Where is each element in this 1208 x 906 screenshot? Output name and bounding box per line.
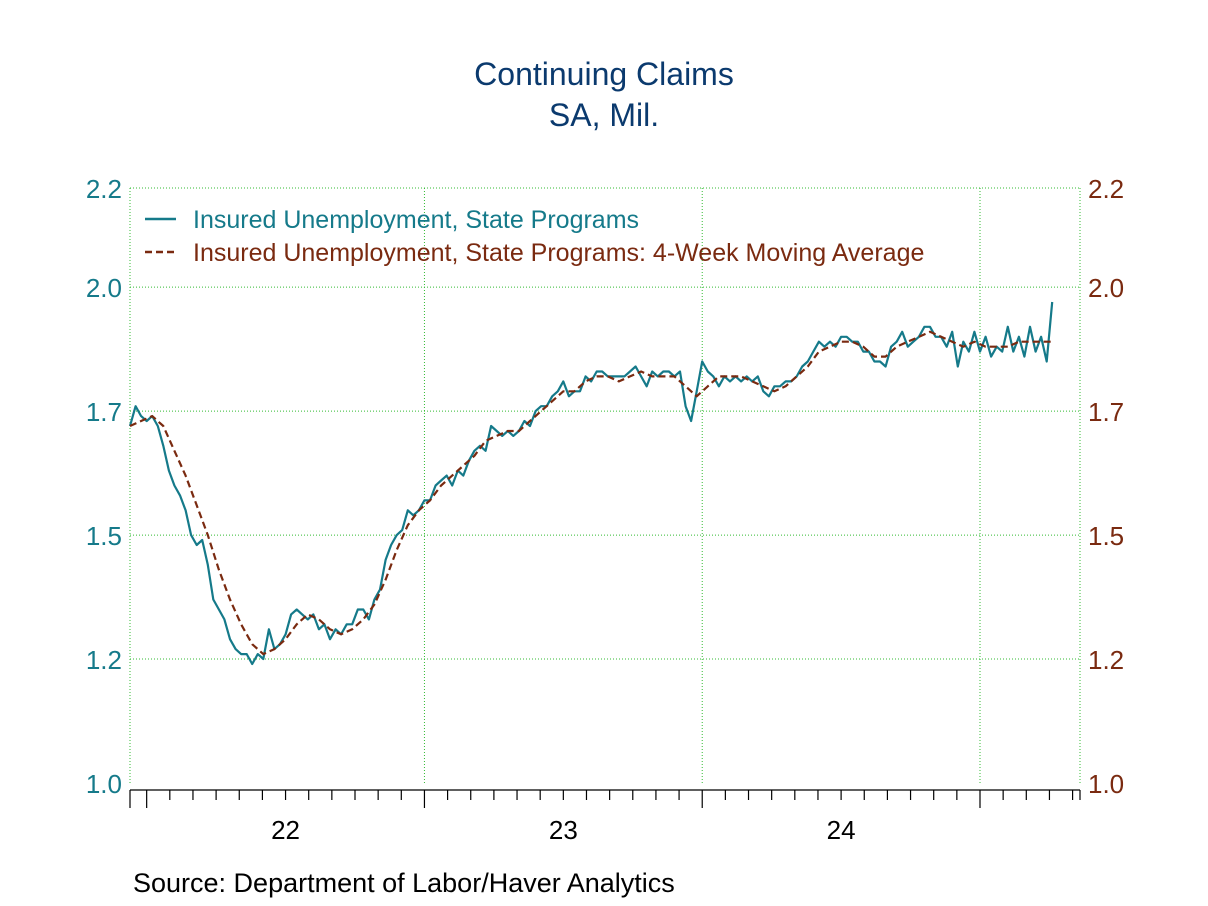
legend-label: Insured Unemployment, State Programs: 4-… xyxy=(193,239,924,267)
legend-label: Insured Unemployment, State Programs xyxy=(193,206,639,234)
y-tick-label-right: 1.7 xyxy=(1088,397,1124,427)
x-tick-label: 23 xyxy=(549,815,578,845)
series-line-moving-average xyxy=(129,330,1053,656)
y-tick-label-right: 1.2 xyxy=(1088,645,1124,675)
y-tick-label-left: 1.2 xyxy=(86,645,122,675)
chart-title: Continuing Claims xyxy=(474,56,734,92)
y-tick-label-left: 1.7 xyxy=(86,397,122,427)
y-tick-label-left: 2.2 xyxy=(86,174,122,204)
y-tick-label-right: 2.0 xyxy=(1088,273,1124,303)
y-tick-label-left: 1.5 xyxy=(86,521,122,551)
series-layer xyxy=(128,301,1054,666)
legend: Insured Unemployment, State Programs Insu… xyxy=(145,206,924,267)
y-tick-label-left: 2.0 xyxy=(86,273,122,303)
grid-lines xyxy=(129,187,1081,783)
x-tick-label: 24 xyxy=(827,815,856,845)
chart-subtitle: SA, Mil. xyxy=(548,97,660,133)
y-tick-label-right: 1.0 xyxy=(1088,769,1124,799)
series-line-insured-unemployment xyxy=(128,301,1054,666)
y-tick-label-right: 1.5 xyxy=(1088,521,1124,551)
x-tick-label: 22 xyxy=(271,815,300,845)
source-note: Source: Department of Labor/Haver Analyt… xyxy=(133,868,675,898)
y-tick-label-right: 2.2 xyxy=(1088,174,1124,204)
y-tick-label-left: 1.0 xyxy=(86,769,122,799)
axes: 1.0 1.0 1.2 1.2 1.5 1.5 1.7 1.7 2.0 2.0 2.2 2.2 22 23… xyxy=(86,174,1124,845)
